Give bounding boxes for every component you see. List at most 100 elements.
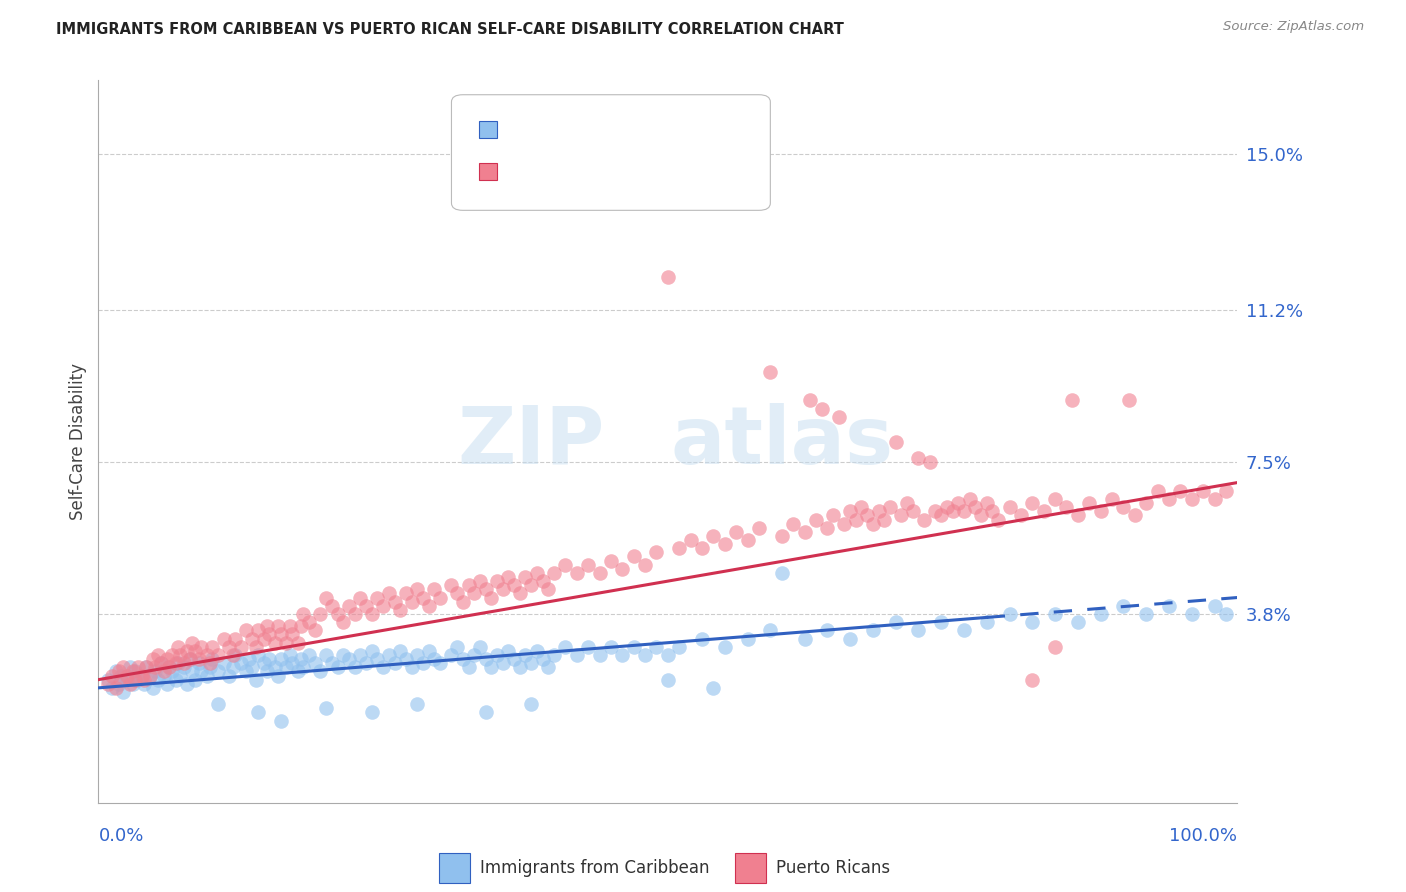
- Point: [343, 607, 366, 621]
- Point: [907, 624, 929, 638]
- Point: [1032, 504, 1054, 518]
- Point: [287, 665, 309, 679]
- Point: [463, 586, 485, 600]
- Point: [543, 566, 565, 580]
- Point: [509, 660, 531, 674]
- Point: [190, 640, 212, 654]
- Point: [245, 673, 267, 687]
- Point: [486, 648, 509, 662]
- Point: [623, 549, 645, 564]
- Point: [176, 644, 198, 658]
- Point: [153, 668, 176, 682]
- Point: [612, 562, 634, 576]
- Point: [212, 632, 235, 646]
- Point: [1192, 483, 1215, 498]
- Point: [406, 582, 429, 597]
- Point: [112, 660, 135, 674]
- Point: [121, 665, 143, 679]
- Text: ZIP: ZIP: [457, 402, 605, 481]
- Point: [246, 648, 269, 662]
- Point: [360, 644, 382, 658]
- Point: [96, 677, 118, 691]
- Point: [298, 648, 321, 662]
- Point: [543, 648, 565, 662]
- Point: [395, 652, 418, 666]
- Point: [96, 673, 118, 687]
- FancyBboxPatch shape: [439, 853, 470, 883]
- Point: [371, 660, 394, 674]
- Point: [935, 500, 957, 515]
- Point: [981, 504, 1004, 518]
- Point: [127, 660, 149, 674]
- Point: [451, 594, 474, 608]
- Point: [520, 698, 543, 712]
- Point: [207, 665, 229, 679]
- Text: R =: R =: [520, 123, 555, 141]
- Point: [366, 591, 388, 605]
- Point: [918, 455, 941, 469]
- Point: [222, 648, 245, 662]
- Point: [770, 529, 793, 543]
- Point: [498, 570, 520, 584]
- Point: [856, 508, 879, 523]
- Point: [229, 640, 252, 654]
- Point: [127, 673, 149, 687]
- Point: [645, 545, 668, 559]
- Point: [292, 607, 315, 621]
- Point: [1215, 607, 1237, 621]
- Point: [537, 660, 560, 674]
- Point: [240, 632, 263, 646]
- Point: [343, 660, 366, 674]
- Text: 0.0%: 0.0%: [98, 828, 143, 846]
- Point: [267, 668, 290, 682]
- Point: [235, 624, 257, 638]
- Point: [201, 640, 224, 654]
- Point: [418, 644, 440, 658]
- Point: [110, 673, 132, 687]
- Point: [520, 578, 543, 592]
- Point: [725, 524, 748, 539]
- Point: [526, 566, 548, 580]
- Point: [337, 599, 360, 613]
- Point: [292, 660, 315, 674]
- Point: [1021, 496, 1043, 510]
- Point: [440, 578, 463, 592]
- Point: [165, 673, 187, 687]
- Point: [212, 657, 235, 671]
- Point: [401, 660, 423, 674]
- Point: [1118, 393, 1140, 408]
- Point: [668, 541, 690, 556]
- Point: [138, 668, 160, 682]
- Point: [360, 706, 382, 720]
- Point: [349, 591, 371, 605]
- Point: [1181, 491, 1204, 506]
- Point: [184, 673, 207, 687]
- Point: [162, 648, 184, 662]
- Point: [321, 657, 343, 671]
- Point: [304, 624, 326, 638]
- Point: [131, 668, 153, 682]
- Point: [418, 599, 440, 613]
- Point: [224, 632, 246, 646]
- Point: [156, 677, 179, 691]
- Point: [737, 533, 759, 547]
- Point: [229, 657, 252, 671]
- Point: [167, 657, 190, 671]
- Point: [179, 652, 201, 666]
- Point: [401, 594, 423, 608]
- Point: [132, 677, 155, 691]
- Point: [965, 500, 987, 515]
- Point: [612, 648, 634, 662]
- Point: [180, 636, 202, 650]
- Point: [238, 652, 260, 666]
- Point: [395, 586, 418, 600]
- Text: 100.0%: 100.0%: [1170, 828, 1237, 846]
- Point: [287, 636, 309, 650]
- Point: [873, 512, 896, 526]
- Point: [110, 668, 132, 682]
- Point: [987, 512, 1010, 526]
- Point: [657, 673, 679, 687]
- Point: [821, 508, 844, 523]
- Point: [115, 673, 138, 687]
- Point: [157, 660, 180, 674]
